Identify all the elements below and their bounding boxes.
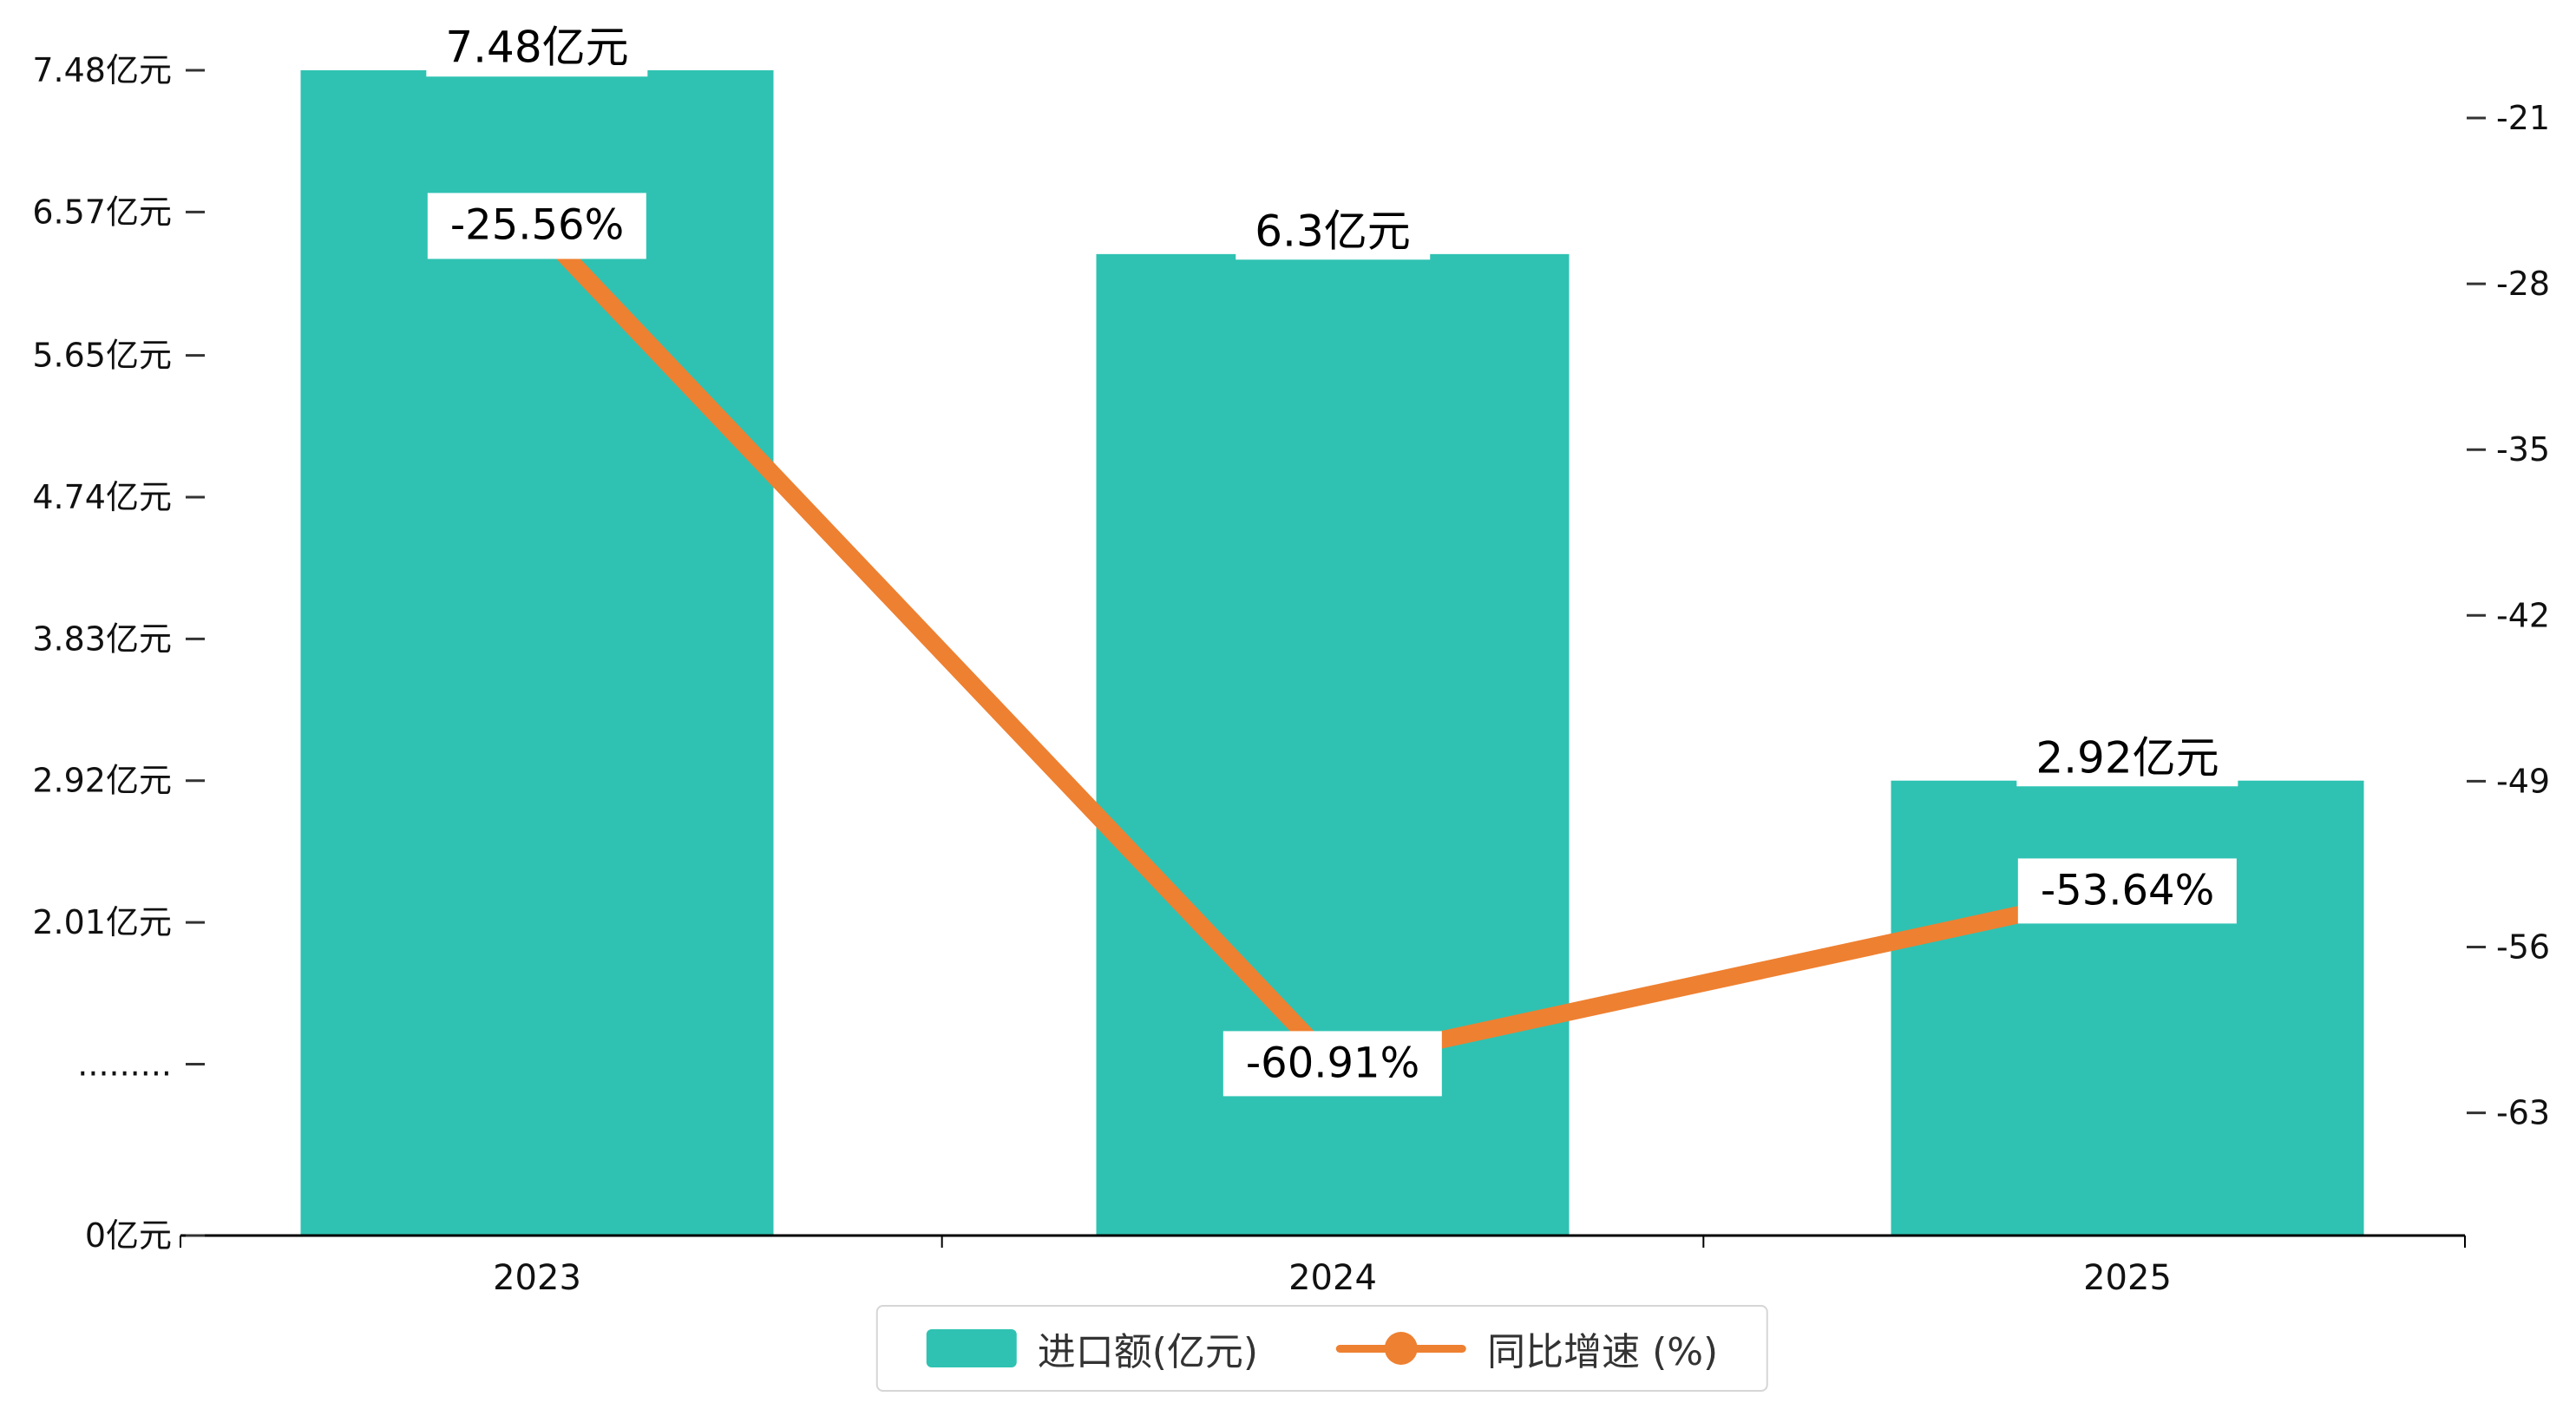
left-axis-label-3: 4.74亿元 bbox=[32, 478, 172, 516]
left-axis-label-1: 6.57亿元 bbox=[32, 193, 172, 231]
right-axis-label-0: -21 bbox=[2496, 99, 2550, 137]
legend-item-yoy-growth[interactable]: 同比增速 (%) bbox=[1336, 1321, 1718, 1376]
right-axis-label-3: -42 bbox=[2496, 596, 2550, 634]
growth-point-2025[interactable] bbox=[2114, 877, 2141, 906]
right-axis-label-5: -56 bbox=[2496, 928, 2550, 967]
bar-2023[interactable] bbox=[300, 70, 774, 1236]
line-swatch-dot bbox=[1385, 1332, 1419, 1365]
left-axis-label-4: 3.83亿元 bbox=[32, 620, 172, 658]
right-axis-label-1: -28 bbox=[2496, 265, 2550, 303]
right-axis-label-6: -63 bbox=[2496, 1094, 2550, 1132]
left-axis-label-0: 7.48亿元 bbox=[32, 51, 172, 89]
left-axis-label-5: 2.92亿元 bbox=[32, 762, 172, 800]
right-axis-label-4: -49 bbox=[2496, 762, 2550, 800]
left-axis-label-7: ......... bbox=[77, 1046, 172, 1084]
legend-label-yoy-growth: 同比增速 (%) bbox=[1487, 1330, 1719, 1374]
legend-label-import-amount: 进口额(亿元) bbox=[1037, 1330, 1259, 1374]
x-axis-label-2024: 2024 bbox=[1288, 1258, 1377, 1298]
left-axis-label-2: 5.65亿元 bbox=[32, 337, 172, 375]
left-axis-label-8: 0亿元 bbox=[85, 1216, 172, 1255]
bar-2024[interactable] bbox=[1096, 253, 1570, 1236]
bar-series-swatch bbox=[926, 1329, 1017, 1367]
legend-item-import-amount[interactable]: 进口额(亿元) bbox=[926, 1321, 1259, 1376]
x-axis-label-2023: 2023 bbox=[493, 1258, 581, 1298]
legend: 进口额(亿元) 同比增速 (%) bbox=[875, 1305, 1769, 1392]
line-series-swatch bbox=[1336, 1329, 1467, 1367]
growth-point-2023[interactable] bbox=[523, 212, 551, 240]
bar-2025[interactable] bbox=[1891, 780, 2364, 1236]
x-axis-label-2025: 2025 bbox=[2083, 1258, 2172, 1298]
left-axis-label-6: 2.01亿元 bbox=[32, 903, 172, 941]
growth-point-2024[interactable] bbox=[1319, 1049, 1347, 1078]
right-axis-label-2: -35 bbox=[2496, 430, 2550, 469]
